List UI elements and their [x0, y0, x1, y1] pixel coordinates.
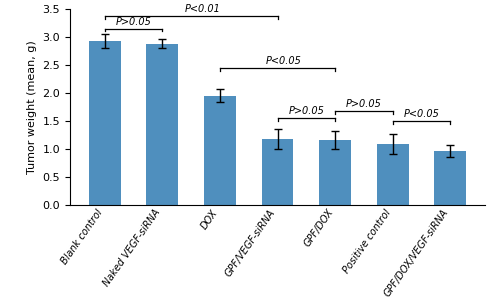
Text: P>0.05: P>0.05: [346, 99, 382, 109]
Text: P<0.01: P<0.01: [184, 4, 220, 14]
Y-axis label: Tumor weight (mean, g): Tumor weight (mean, g): [27, 40, 37, 174]
Bar: [146, 44, 178, 205]
Text: P>0.05: P>0.05: [288, 106, 324, 116]
Bar: [377, 144, 408, 205]
Bar: [262, 139, 294, 205]
Text: P>0.05: P>0.05: [116, 17, 152, 27]
Bar: [434, 151, 466, 205]
Text: P<0.05: P<0.05: [266, 56, 301, 66]
Bar: [204, 96, 236, 205]
Bar: [320, 140, 351, 205]
Text: P<0.05: P<0.05: [404, 109, 440, 119]
Bar: [89, 41, 120, 205]
